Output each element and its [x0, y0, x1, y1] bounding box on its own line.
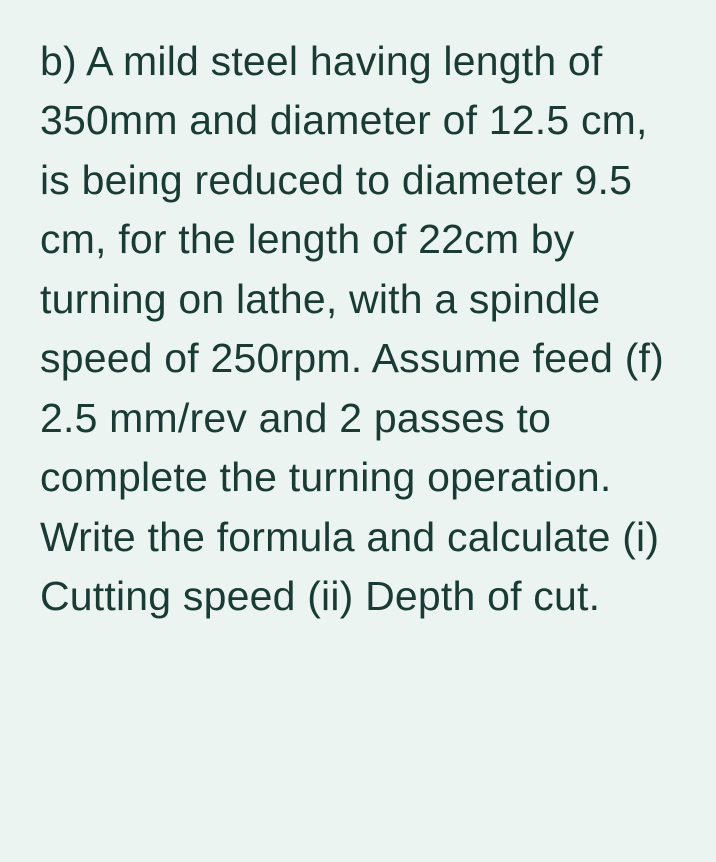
- question-body-text: b) A mild steel having length of 350mm a…: [40, 32, 680, 626]
